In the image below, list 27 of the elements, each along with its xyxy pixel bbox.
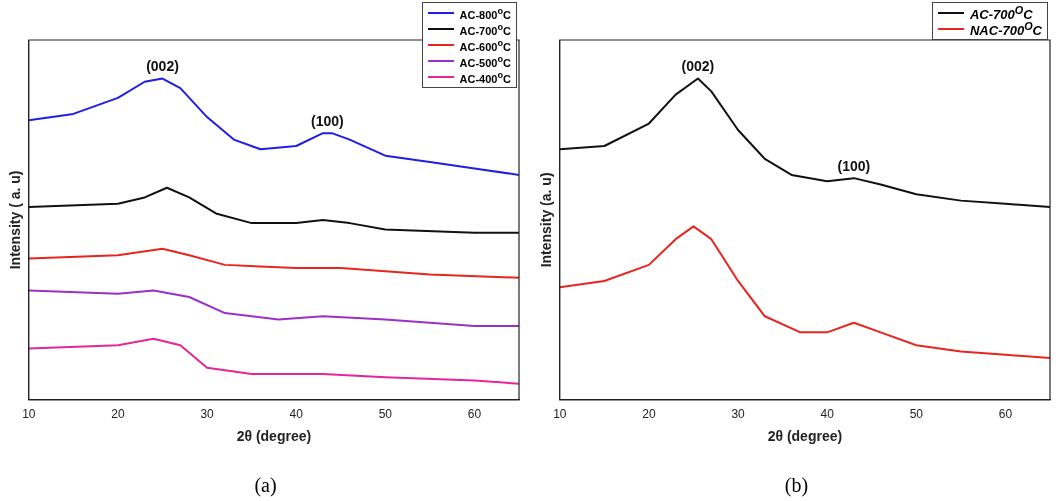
text: (a)	[253, 474, 278, 497]
x-tick-label: 20	[642, 407, 656, 422]
y-axis-title: Intensity (a. u)	[538, 172, 555, 268]
legend-label: AC-700$^{o}$C	[459, 21, 511, 37]
text: (b)	[783, 474, 810, 497]
legend-label: AC-400$^{o}$C	[459, 69, 511, 85]
x-axis-title: 2θ (degree)	[767, 428, 843, 445]
x-tick-label: 20	[111, 407, 125, 422]
annotation: (002)	[681, 58, 715, 75]
x-tick-label: 30	[200, 407, 215, 422]
x-tick-label: 10	[22, 407, 36, 422]
annotation: (002)	[146, 58, 179, 75]
annotation: (100)	[837, 158, 871, 174]
x-tick-label: 10	[553, 407, 567, 422]
x-tick-label: 30	[731, 407, 746, 422]
x-tick-label: 50	[378, 407, 393, 422]
legend-label: AC-800$^{o}$C	[459, 5, 511, 21]
x-tick-label: 40	[289, 407, 304, 422]
x-tick-label: 50	[909, 407, 924, 422]
x-tick-label: 40	[820, 407, 835, 422]
x-tick-label: 60	[467, 407, 482, 422]
x-axis-title: 2θ (degree)	[236, 428, 312, 445]
y-axis-title: Intensity ( a. u)	[7, 170, 24, 270]
annotation: (100)	[311, 113, 344, 130]
legend-label: AC-500$^{o}$C	[459, 53, 511, 69]
legend-label: AC-600$^{o}$C	[459, 37, 511, 53]
x-tick-label: 60	[998, 407, 1013, 422]
